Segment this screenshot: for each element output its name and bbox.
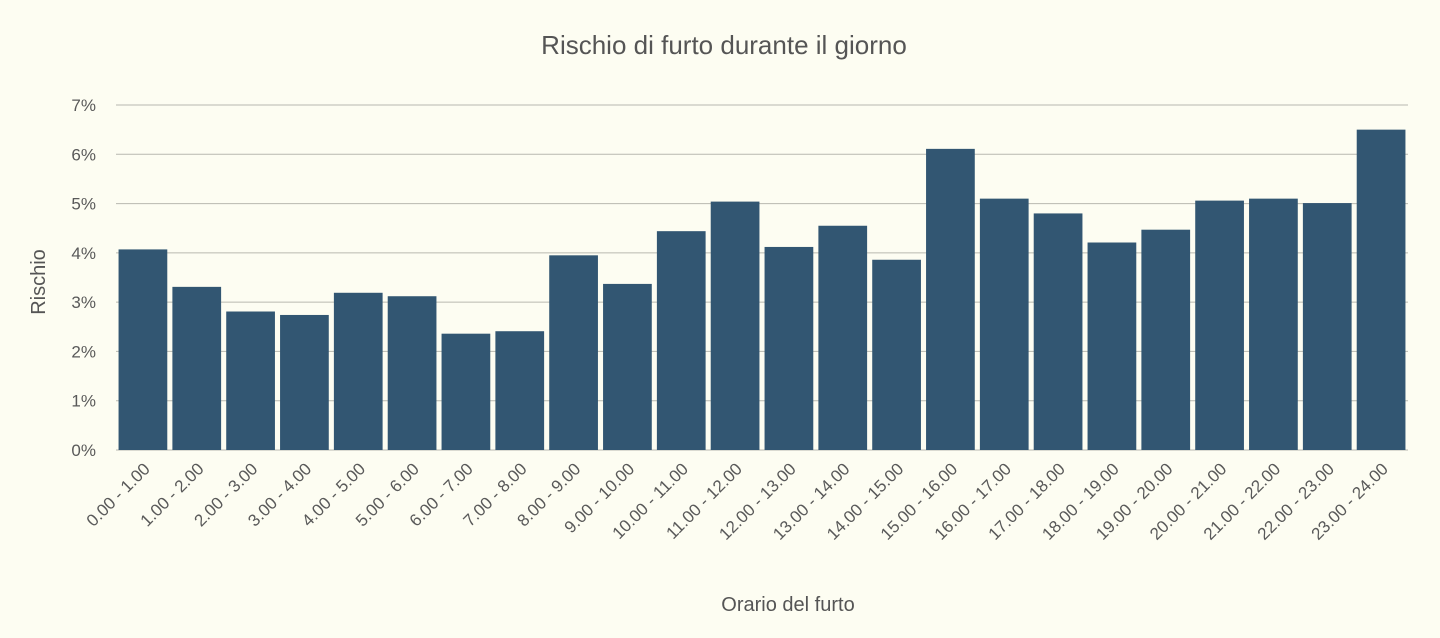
bar — [818, 225, 868, 450]
bar — [1302, 203, 1352, 450]
y-axis-title: Rischio — [28, 249, 50, 315]
bar — [1195, 200, 1244, 450]
bar — [656, 231, 706, 450]
y-tick-label: 6% — [71, 145, 96, 164]
bar — [280, 314, 329, 450]
y-tick-label: 4% — [71, 244, 96, 263]
x-axis-categories: 0.00 - 1.001.00 - 2.002.00 - 3.003.00 - … — [83, 459, 1392, 543]
bar — [1033, 213, 1083, 450]
chart-title: Rischio di furto durante il giorno — [541, 30, 907, 60]
bars — [118, 129, 1406, 450]
y-tick-label: 3% — [71, 293, 96, 312]
y-tick-label: 7% — [71, 96, 96, 115]
y-tick-label: 5% — [71, 195, 96, 214]
bar — [1249, 198, 1298, 450]
bar — [495, 331, 545, 450]
bar — [872, 259, 921, 450]
bar — [226, 311, 275, 450]
bar — [1141, 229, 1191, 450]
bar — [979, 198, 1029, 450]
y-tick-label: 1% — [71, 392, 96, 411]
bar — [333, 292, 383, 450]
bar — [549, 255, 598, 450]
gridlines — [116, 104, 1408, 451]
bar — [764, 246, 814, 450]
y-tick-label: 0% — [71, 441, 96, 460]
bar — [172, 286, 222, 450]
bar — [441, 333, 491, 450]
y-axis-ticks: 0% 1% 2% 3% 4% 5% 6% 7% — [71, 96, 96, 460]
bar — [1356, 129, 1406, 450]
x-axis-title: Orario del furto — [721, 594, 854, 616]
bar — [603, 283, 652, 450]
bar — [710, 201, 760, 450]
bar — [926, 148, 975, 450]
bar — [1087, 242, 1137, 450]
bar — [387, 296, 437, 450]
bar — [118, 249, 168, 450]
y-tick-label: 2% — [71, 342, 96, 361]
